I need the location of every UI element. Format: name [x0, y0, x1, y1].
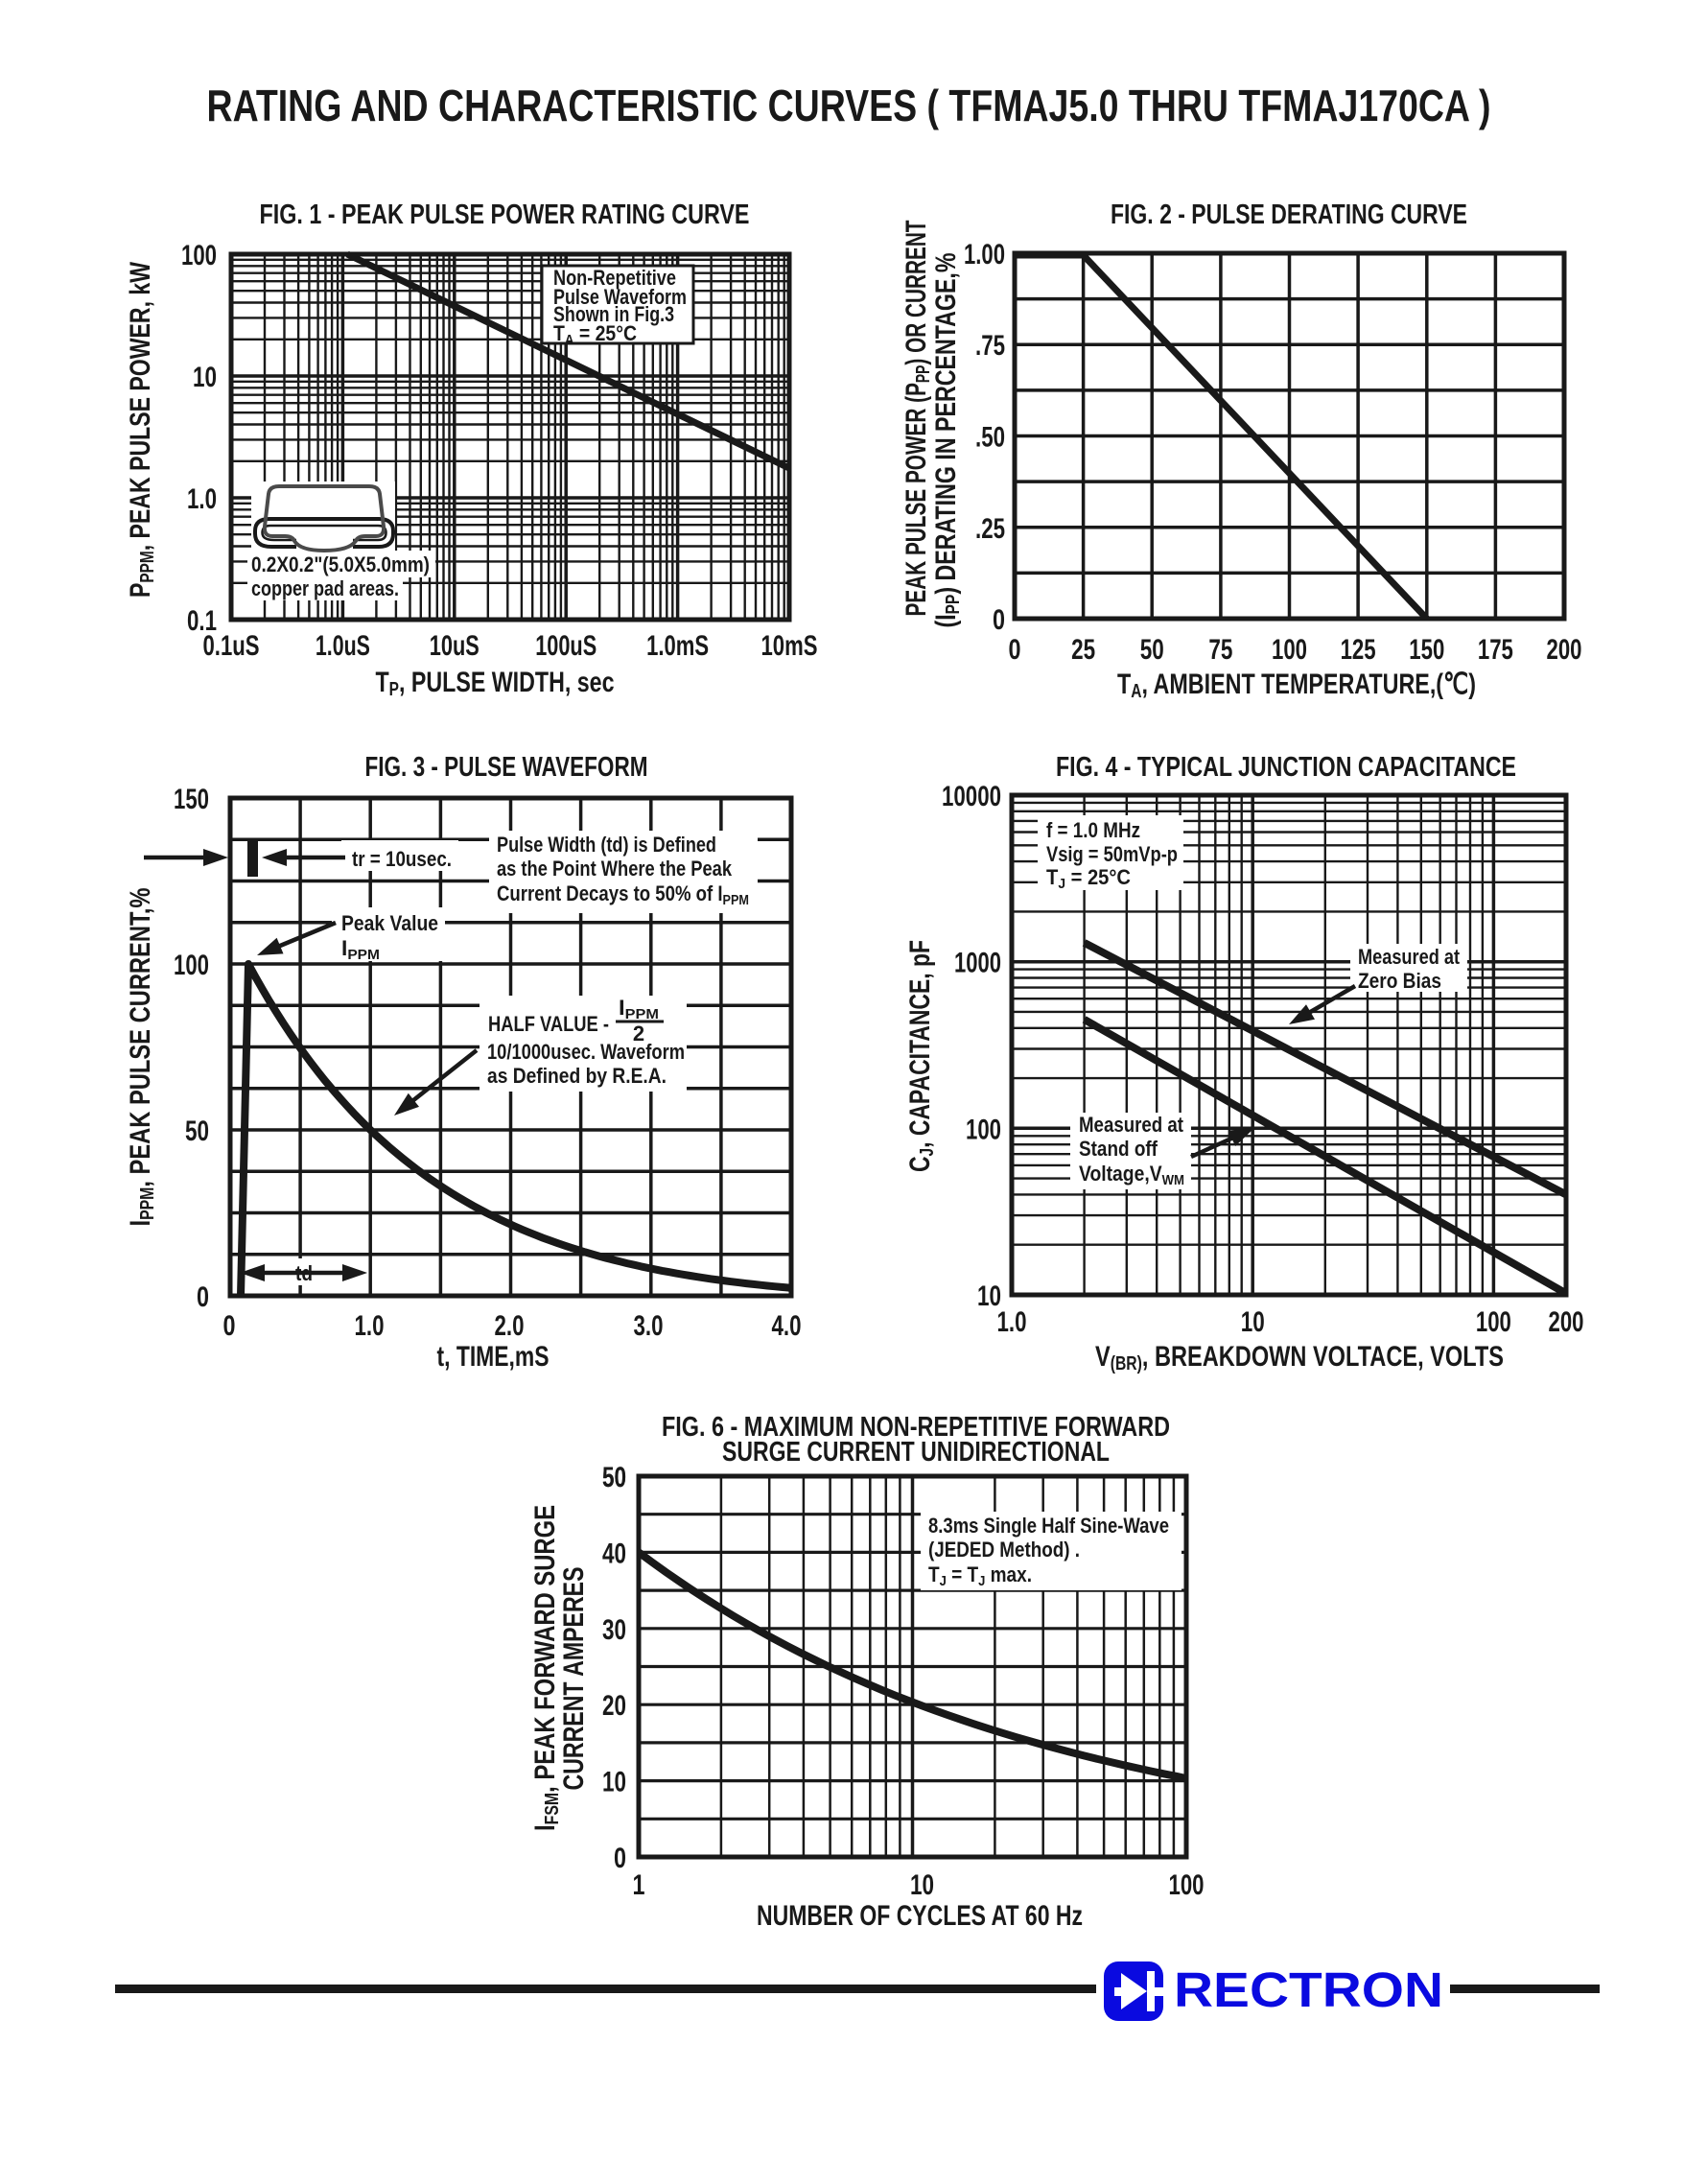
svg-text:10: 10: [910, 1869, 934, 1901]
svg-text:Current Decays to 50% of IPPM​: Current Decays to 50% of IPPM​: [497, 881, 749, 908]
svg-text:CJ​, CAPACITANCE, pF: CJ​, CAPACITANCE, pF: [904, 940, 938, 1172]
svg-text:CURRENT AMPERES: CURRENT AMPERES: [558, 1567, 590, 1791]
svg-text:75: 75: [1208, 634, 1232, 666]
svg-text:10000: 10000: [942, 781, 1001, 812]
svg-text:Stand off: Stand off: [1079, 1137, 1158, 1161]
svg-text:40: 40: [602, 1538, 626, 1569]
svg-text:TP​, PULSE WIDTH, sec: TP​, PULSE WIDTH, sec: [376, 667, 615, 700]
svg-text:50: 50: [602, 1462, 626, 1493]
svg-text:copper pad areas.: copper pad areas.: [251, 576, 399, 600]
svg-text:2.0: 2.0: [495, 1310, 525, 1342]
svg-text:Vsig = 50mVp-p: Vsig = 50mVp-p: [1046, 842, 1178, 866]
svg-text:Pulse Waveform: Pulse Waveform: [553, 285, 687, 309]
svg-text:10: 10: [977, 1280, 1001, 1312]
svg-text:1.0: 1.0: [997, 1306, 1027, 1338]
svg-text:Measured at: Measured at: [1358, 945, 1461, 969]
svg-text:as Defined by R.E.A.: as Defined by R.E.A.: [487, 1064, 667, 1088]
svg-text:Measured at: Measured at: [1079, 1113, 1184, 1137]
svg-text:0.2X0.2"(5.0X5.0mm): 0.2X0.2"(5.0X5.0mm): [251, 552, 430, 576]
svg-text:(JEDED Method) .: (JEDED Method) .: [928, 1538, 1080, 1562]
svg-text:200: 200: [1547, 634, 1582, 666]
svg-text:FIG. 2 - PULSE DERATING CURVE: FIG. 2 - PULSE DERATING CURVE: [1111, 200, 1467, 230]
svg-text:10uS: 10uS: [430, 630, 480, 662]
svg-text:Pulse Width (td) is Defined: Pulse Width (td) is Defined: [497, 833, 716, 857]
svg-text:0: 0: [993, 604, 1005, 636]
svg-text:0: 0: [614, 1843, 626, 1874]
svg-text:NUMBER OF CYCLES AT 60 Hz: NUMBER OF CYCLES AT 60 Hz: [757, 1900, 1083, 1932]
svg-text:125: 125: [1341, 634, 1376, 666]
svg-text:10mS: 10mS: [761, 630, 818, 662]
svg-text:50: 50: [1140, 634, 1164, 666]
svg-text:RATING AND CHARACTERISTIC CURV: RATING AND CHARACTERISTIC CURVES ( TFMAJ…: [207, 81, 1491, 130]
svg-text:0: 0: [197, 1281, 209, 1313]
svg-text:100: 100: [1169, 1869, 1205, 1901]
svg-text:1.00: 1.00: [964, 239, 1005, 270]
svg-text:2: 2: [633, 1022, 644, 1045]
svg-text:IFSM​, PEAK FORWARD SURGE: IFSM​, PEAK FORWARD SURGE: [529, 1505, 563, 1831]
svg-text:SURGE CURRENT UNIDIRECTIONAL: SURGE CURRENT UNIDIRECTIONAL: [722, 1437, 1110, 1468]
svg-text:V(BR)​, BREAKDOWN VOLTACE, VOL: V(BR)​, BREAKDOWN VOLTACE, VOLTS: [1095, 1341, 1504, 1374]
svg-text:175: 175: [1478, 634, 1513, 666]
svg-text:FIG. 1 - PEAK PULSE POWER RATI: FIG. 1 - PEAK PULSE POWER RATING CURVE: [260, 200, 750, 230]
svg-text:0.1uS: 0.1uS: [203, 630, 260, 662]
svg-text:100: 100: [1476, 1306, 1511, 1338]
svg-text:150: 150: [1409, 634, 1444, 666]
svg-text:.25: .25: [975, 513, 1005, 545]
svg-text:100: 100: [181, 240, 217, 271]
svg-text:1: 1: [633, 1869, 645, 1901]
svg-text:100uS: 100uS: [535, 630, 597, 662]
svg-text:(IPP​) DERATING IN PERCENTAGE,: (IPP​) DERATING IN PERCENTAGE,%: [930, 253, 964, 628]
svg-text:3.0: 3.0: [634, 1310, 664, 1342]
svg-text:0: 0: [1009, 634, 1021, 666]
svg-text:FIG. 6 - MAXIMUM NON-REPETITIV: FIG. 6 - MAXIMUM NON-REPETITIVE FORWARD: [662, 1412, 1170, 1443]
svg-text:8.3ms Single Half Sine-Wave: 8.3ms Single Half Sine-Wave: [928, 1514, 1169, 1538]
svg-text:1.0uS: 1.0uS: [316, 630, 370, 662]
svg-text:PEAK PULSE POWER (PPP​) OR CUR: PEAK PULSE POWER (PPP​) OR CURRENT: [901, 221, 934, 617]
svg-text:IPPM​, PEAK PULSE CURRENT,%: IPPM​, PEAK PULSE CURRENT,%: [125, 888, 158, 1227]
svg-text:tr = 10usec.: tr = 10usec.: [352, 847, 452, 871]
svg-text:100: 100: [966, 1114, 1001, 1145]
svg-text:150: 150: [174, 784, 209, 815]
svg-text:10: 10: [1241, 1306, 1265, 1338]
svg-text:25: 25: [1071, 634, 1095, 666]
svg-text:20: 20: [602, 1690, 626, 1722]
svg-text:30: 30: [602, 1614, 626, 1646]
svg-text:0: 0: [223, 1310, 236, 1342]
svg-text:1000: 1000: [954, 948, 1001, 979]
svg-text:RECTRON: RECTRON: [1174, 1962, 1443, 2017]
svg-text:1.0: 1.0: [187, 483, 217, 515]
svg-text:Shown in Fig.3: Shown in Fig.3: [553, 302, 674, 326]
svg-text:200: 200: [1549, 1306, 1584, 1338]
svg-text:t, TIME,mS: t, TIME,mS: [437, 1341, 550, 1373]
svg-text:100: 100: [174, 950, 209, 981]
svg-text:Zero Bias: Zero Bias: [1358, 969, 1441, 993]
svg-text:10: 10: [602, 1767, 626, 1798]
svg-text:.75: .75: [975, 330, 1005, 362]
svg-text:10/1000usec. Waveform: 10/1000usec. Waveform: [487, 1040, 685, 1064]
svg-text:as the Point Where the Peak: as the Point Where the Peak: [497, 857, 733, 881]
svg-text:FIG. 3 - PULSE WAVEFORM: FIG. 3 - PULSE WAVEFORM: [365, 752, 648, 783]
svg-text:Peak Value: Peak Value: [341, 911, 438, 935]
svg-text:50: 50: [185, 1116, 209, 1147]
svg-text:PPPM​, PEAK PULSE POWER, kW: PPPM​, PEAK PULSE POWER, kW: [125, 261, 158, 598]
svg-text:0.1: 0.1: [187, 605, 217, 637]
svg-text:1.0: 1.0: [355, 1310, 385, 1342]
svg-text:f = 1.0 MHz: f = 1.0 MHz: [1046, 818, 1140, 842]
svg-text:HALF VALUE -: HALF VALUE -: [488, 1012, 609, 1036]
svg-text:td: td: [295, 1261, 313, 1285]
svg-text:Non-Repetitive: Non-Repetitive: [553, 266, 676, 290]
svg-text:TA​, AMBIENT TEMPERATURE,(℃): TA​, AMBIENT TEMPERATURE,(℃): [1117, 669, 1476, 702]
svg-text:100: 100: [1272, 634, 1307, 666]
svg-text:50: 50: [602, 1462, 626, 1493]
svg-text:.50: .50: [975, 422, 1005, 454]
svg-text:1.0mS: 1.0mS: [646, 630, 709, 662]
svg-text:10: 10: [193, 362, 217, 393]
svg-text:4.0: 4.0: [772, 1310, 802, 1342]
svg-text:FIG. 4 - TYPICAL JUNCTION CAPA: FIG. 4 - TYPICAL JUNCTION CAPACITANCE: [1056, 752, 1516, 783]
